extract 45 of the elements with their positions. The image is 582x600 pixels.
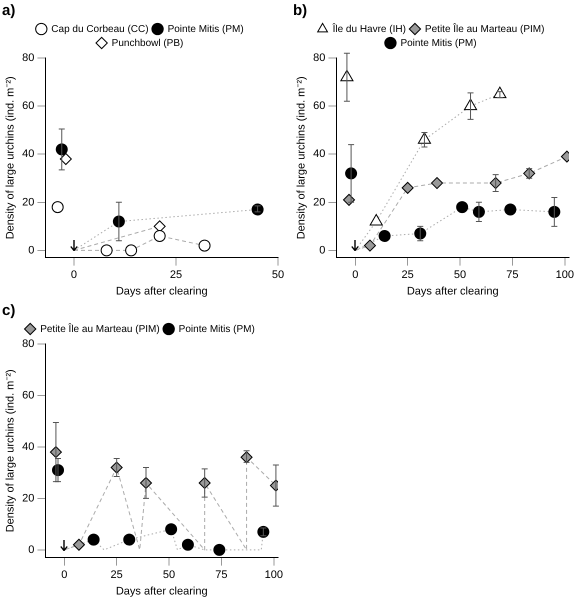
y-tick-label: 40 [313,148,326,160]
y-tick-label: 0 [28,544,34,556]
legend-label: Cap du Corbeau (CC) [51,24,149,35]
y-tick-label: 60 [22,100,34,112]
y-tick-label: 0 [319,244,326,256]
x-tick-label: 0 [70,269,78,282]
legend-label: Petite Île au Marteau (PIM) [40,322,160,335]
x-axis-title: Days after clearing [406,285,499,298]
x-tick-label: 75 [215,569,228,582]
y-tick-label: 80 [22,52,34,64]
chart-title: c) [2,302,16,320]
x-tick-label: 25 [110,569,123,582]
x-axis-title: Days after clearing [116,585,208,598]
chart-title: a) [2,2,16,20]
y-tick-label: 80 [22,338,34,350]
x-tick-label: 50 [162,569,176,582]
legend-label: Pointe Mitis (PM) [178,324,255,335]
x-tick-label: 25 [170,269,182,282]
x-axis-title: Days after clearing [116,285,208,298]
y-tick-label: 0 [28,244,34,256]
y-tick-label: 80 [313,52,326,64]
y-tick-label: 20 [22,196,34,208]
chart-title: b) [293,2,308,20]
legend-label: Pointe Mitis (PM) [168,24,244,35]
legend-label: Île du Havre (IH) [332,22,406,35]
x-tick-label: 75 [506,269,519,282]
legend-label: Punchbowl (PB) [112,38,184,49]
x-tick-label: 25 [402,269,414,282]
y-tick-label: 60 [313,100,326,112]
x-tick-label: 0 [352,269,358,282]
legend-label: Pointe Mitis (PM) [400,38,477,49]
y-tick-label: 40 [22,148,34,160]
y-axis-title: Density of large urchins (ind. m⁻²) [4,76,17,240]
x-tick-label: 0 [61,569,68,582]
x-tick-label: 50 [272,269,284,282]
x-tick-label: 100 [556,269,574,282]
y-axis-title: Density of large urchins (ind. m⁻²) [4,369,17,532]
y-axis-title: Density of large urchins (ind. m⁻²) [296,76,308,240]
y-tick-label: 20 [22,492,34,504]
y-tick-label: 20 [313,196,326,208]
x-tick-label: 50 [454,269,466,282]
y-tick-label: 40 [22,440,34,453]
y-tick-label: 60 [22,390,34,402]
x-tick-label: 100 [264,569,283,582]
legend-label: Petite Île au Marteau (PIM) [424,22,544,35]
